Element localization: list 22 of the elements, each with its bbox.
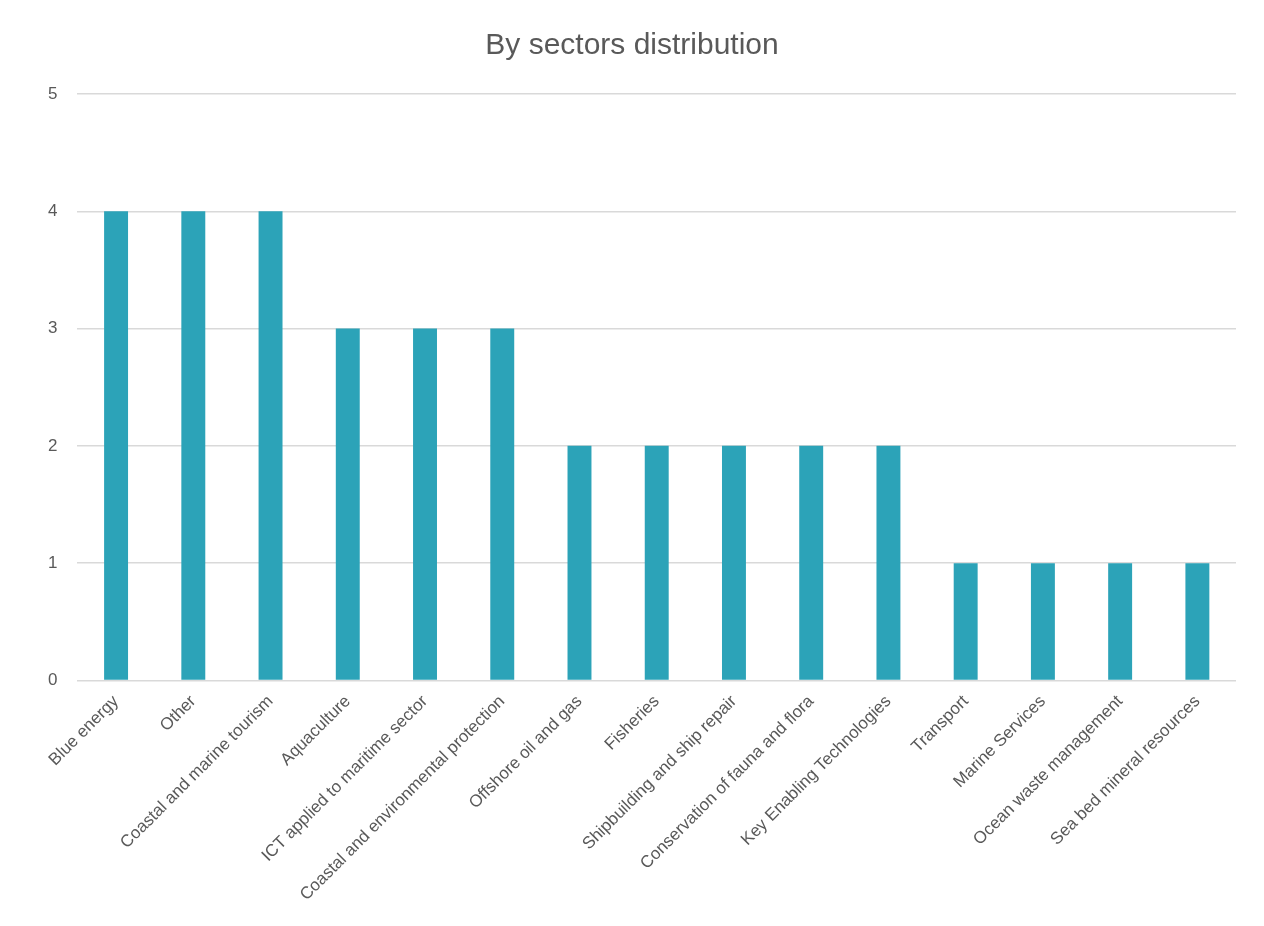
bar (104, 211, 129, 680)
bar (953, 563, 978, 680)
bar (1108, 563, 1133, 680)
bar (1185, 563, 1210, 680)
bar (181, 211, 206, 680)
bar (799, 445, 824, 680)
y-tick-label: 4 (47, 200, 58, 220)
y-tick-label: 2 (47, 435, 58, 455)
chart-title: By sectors distribution (485, 27, 779, 61)
bar (335, 328, 360, 680)
bar (490, 328, 515, 680)
bar (258, 211, 283, 680)
bar (876, 445, 901, 680)
y-tick-label: 1 (47, 552, 58, 572)
y-tick-label: 5 (47, 83, 58, 103)
bar (567, 445, 592, 680)
bar (721, 445, 746, 680)
y-tick-label: 3 (47, 318, 58, 338)
bar (1030, 563, 1055, 680)
y-tick-label: 0 (47, 670, 58, 690)
bar (644, 445, 669, 680)
bar (413, 328, 437, 680)
